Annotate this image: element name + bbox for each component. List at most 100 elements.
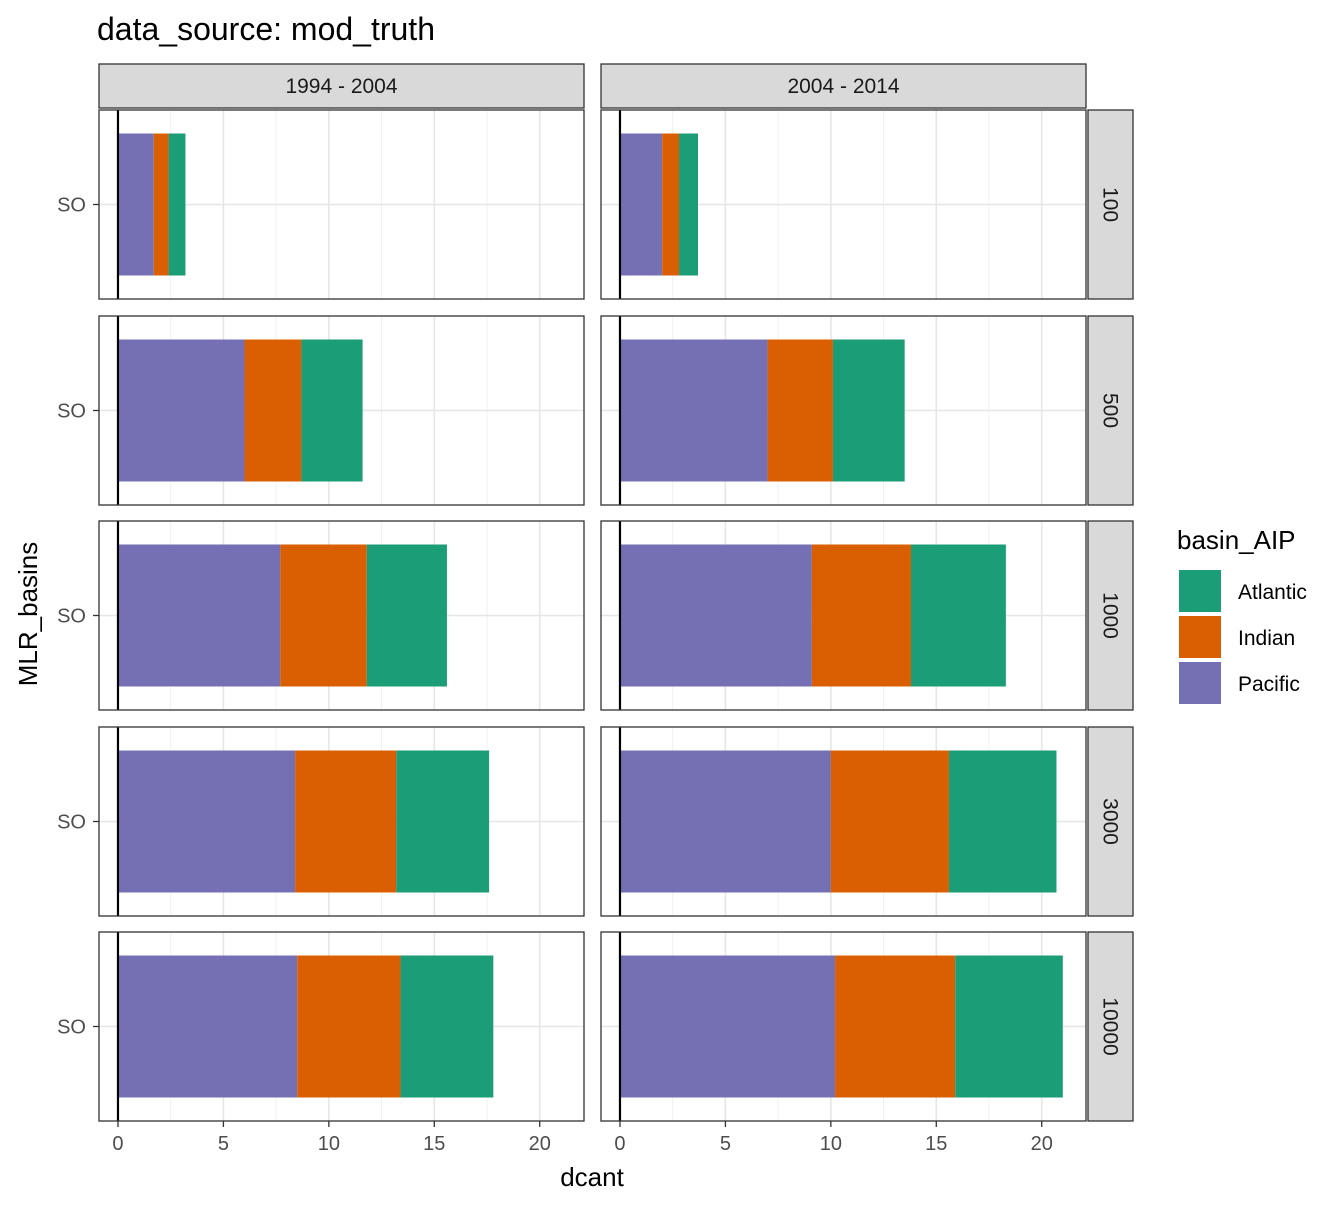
panel-1-2 [600, 520, 1087, 711]
panel-0-2: SO [57, 520, 585, 711]
row-strip-bg [1087, 520, 1134, 711]
row-strip-label: 10000 [1099, 997, 1122, 1055]
panel-border [600, 315, 1087, 506]
x-tick-label: 5 [720, 1133, 731, 1155]
legend-swatch [1179, 662, 1221, 704]
legend-item-pacific: Pacific [1179, 662, 1300, 704]
x-tick-label: 20 [529, 1133, 551, 1155]
panels-layer: 1994 - 2004 2004 - 2014 100 500 1000 3000 1000… [57, 63, 1134, 1122]
column-strip-bg [98, 63, 585, 109]
bar-indian [830, 750, 949, 893]
bar-pacific [117, 339, 245, 482]
x-axis-0: 0 5 10 15 20 [112, 1121, 551, 1155]
bar-indian [295, 750, 397, 893]
legend-items: Atlantic Indian Pacific [1179, 570, 1307, 704]
panel-border [600, 931, 1087, 1122]
x-tick-label: 10 [318, 1133, 340, 1155]
bar-indian [280, 544, 367, 687]
row-strip-bg [1087, 931, 1134, 1122]
x-axis-title: dcant [560, 1162, 624, 1192]
x-tick-label: 20 [1031, 1133, 1053, 1155]
y-axis-title: MLR_basins [13, 542, 43, 687]
x-tick-label: 0 [614, 1133, 625, 1155]
legend-item-atlantic: Atlantic [1179, 570, 1307, 612]
chart-title: data_source: mod_truth [97, 11, 435, 47]
bar-pacific [619, 955, 836, 1098]
panel-border [600, 109, 1087, 300]
x-tick-label: 15 [925, 1133, 947, 1155]
bar-pacific [117, 750, 296, 893]
row-strip-label: 1000 [1099, 592, 1122, 639]
legend-item-indian: Indian [1179, 616, 1295, 658]
row-strip-bg [1087, 109, 1134, 300]
x-tick-label: 5 [218, 1133, 229, 1155]
x-axes-layer: 0 5 10 15 20 0 5 10 15 20 [112, 1121, 1053, 1155]
bar-indian [811, 544, 911, 687]
row-strip-label: 100 [1099, 187, 1122, 222]
panel-1-0 [600, 109, 1087, 300]
bar-indian [835, 955, 956, 1098]
bar-atlantic [168, 133, 186, 276]
column-strip-bg [600, 63, 1087, 109]
bar-indian [767, 339, 833, 482]
x-tick-label: 15 [423, 1133, 445, 1155]
x-tick-label: 0 [112, 1133, 123, 1155]
bar-pacific [619, 750, 831, 893]
column-strip-1: 2004 - 2014 [600, 63, 1087, 109]
y-tick-label: SO [57, 195, 86, 217]
panel-border [600, 726, 1087, 917]
bar-atlantic [400, 955, 494, 1098]
row-strip-label: 3000 [1099, 798, 1122, 845]
bar-pacific [117, 955, 298, 1098]
legend-title: basin_AIP [1177, 525, 1296, 555]
row-strip-0: 100 [1087, 109, 1134, 300]
panel-0-3: SO [57, 726, 585, 917]
legend: basin_AIP Atlantic Indian Pacific [1177, 525, 1307, 704]
panel-1-1 [600, 315, 1087, 506]
column-strip-0: 1994 - 2004 [98, 63, 585, 109]
bar-indian [662, 133, 680, 276]
bar-atlantic [396, 750, 490, 893]
column-strip-label: 1994 - 2004 [285, 75, 397, 98]
bar-pacific [619, 544, 812, 687]
legend-swatch [1179, 570, 1221, 612]
bar-atlantic [679, 133, 698, 276]
row-strip-label: 500 [1099, 393, 1122, 428]
panel-0-0: SO [57, 109, 585, 300]
bar-atlantic [366, 544, 447, 687]
y-tick-label: SO [57, 1017, 86, 1039]
bar-pacific [619, 133, 663, 276]
row-strip-2: 1000 [1087, 520, 1134, 711]
panel-1-4 [600, 931, 1087, 1122]
y-tick-label: SO [57, 812, 86, 834]
panel-0-4: SO [57, 931, 585, 1122]
legend-label: Pacific [1238, 673, 1300, 696]
bar-pacific [117, 544, 281, 687]
row-strip-4: 10000 [1087, 931, 1134, 1122]
row-strip-3: 3000 [1087, 726, 1134, 917]
panel-1-3 [600, 726, 1087, 917]
bar-atlantic [910, 544, 1006, 687]
bar-indian [153, 133, 169, 276]
row-strip-bg [1087, 315, 1134, 506]
x-axis-1: 0 5 10 15 20 [614, 1121, 1053, 1155]
panel-0-1: SO [57, 315, 585, 506]
bar-indian [297, 955, 401, 1098]
bar-pacific [117, 133, 154, 276]
legend-label: Indian [1238, 627, 1295, 650]
x-tick-label: 10 [820, 1133, 842, 1155]
bar-atlantic [948, 750, 1057, 893]
legend-label: Atlantic [1238, 581, 1307, 604]
row-strip-1: 500 [1087, 315, 1134, 506]
column-strip-label: 2004 - 2014 [787, 75, 899, 98]
bar-pacific [619, 339, 768, 482]
bar-atlantic [301, 339, 363, 482]
bar-atlantic [955, 955, 1063, 1098]
row-strip-bg [1087, 726, 1134, 917]
legend-swatch [1179, 616, 1221, 658]
bar-atlantic [832, 339, 905, 482]
y-tick-label: SO [57, 606, 86, 628]
panel-border [600, 520, 1087, 711]
bar-indian [244, 339, 302, 482]
